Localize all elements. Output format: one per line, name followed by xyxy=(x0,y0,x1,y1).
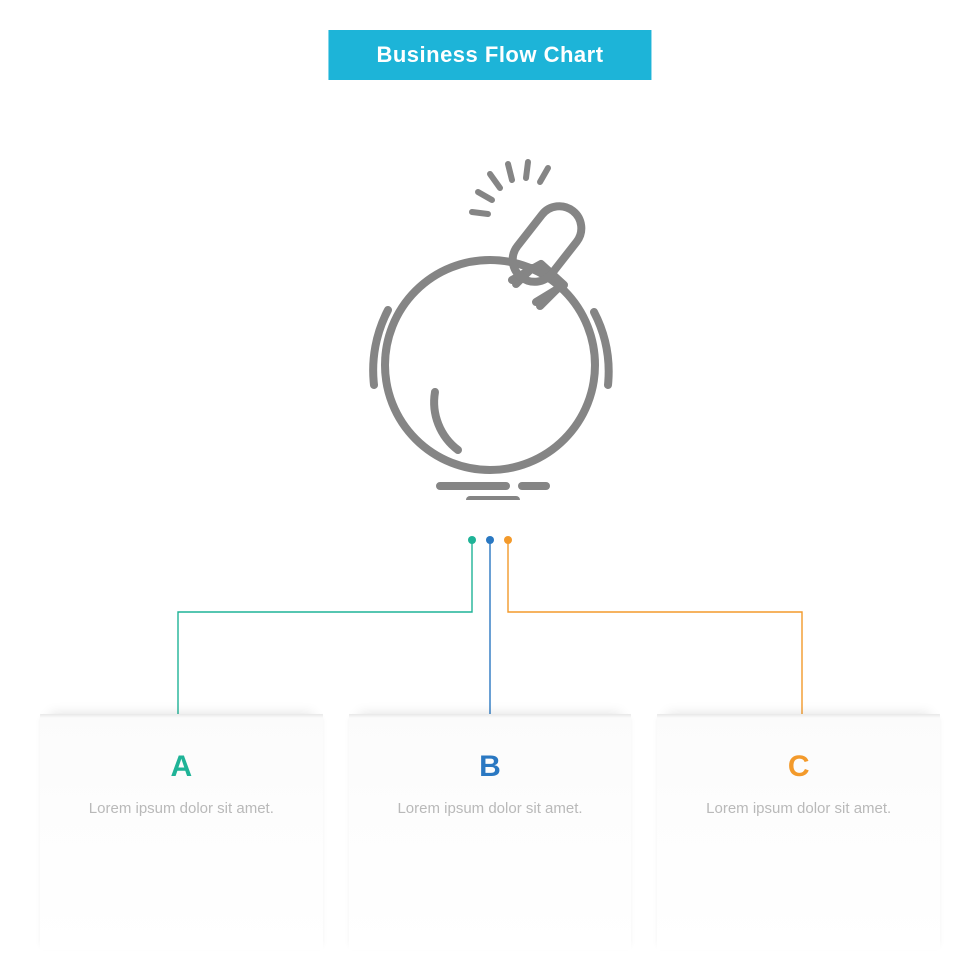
connector-dot xyxy=(486,536,494,544)
bomb-icon xyxy=(340,150,640,500)
main-icon-container xyxy=(340,150,640,505)
panel-b: B Lorem ipsum dolor sit amet. xyxy=(349,714,632,950)
panel-letter: B xyxy=(377,750,604,784)
connector-dot xyxy=(468,536,476,544)
connector-dot xyxy=(504,536,512,544)
panel-c: C Lorem ipsum dolor sit amet. xyxy=(657,714,940,950)
panel-a: A Lorem ipsum dolor sit amet. xyxy=(40,714,323,950)
panel-body: Lorem ipsum dolor sit amet. xyxy=(377,798,604,820)
panel-row: A Lorem ipsum dolor sit amet. B Lorem ip… xyxy=(0,714,980,950)
panel-body: Lorem ipsum dolor sit amet. xyxy=(685,798,912,820)
panel-body: Lorem ipsum dolor sit amet. xyxy=(68,798,295,820)
panel-letter: A xyxy=(68,750,295,784)
page-title: Business Flow Chart xyxy=(328,30,651,80)
panel-letter: C xyxy=(685,750,912,784)
